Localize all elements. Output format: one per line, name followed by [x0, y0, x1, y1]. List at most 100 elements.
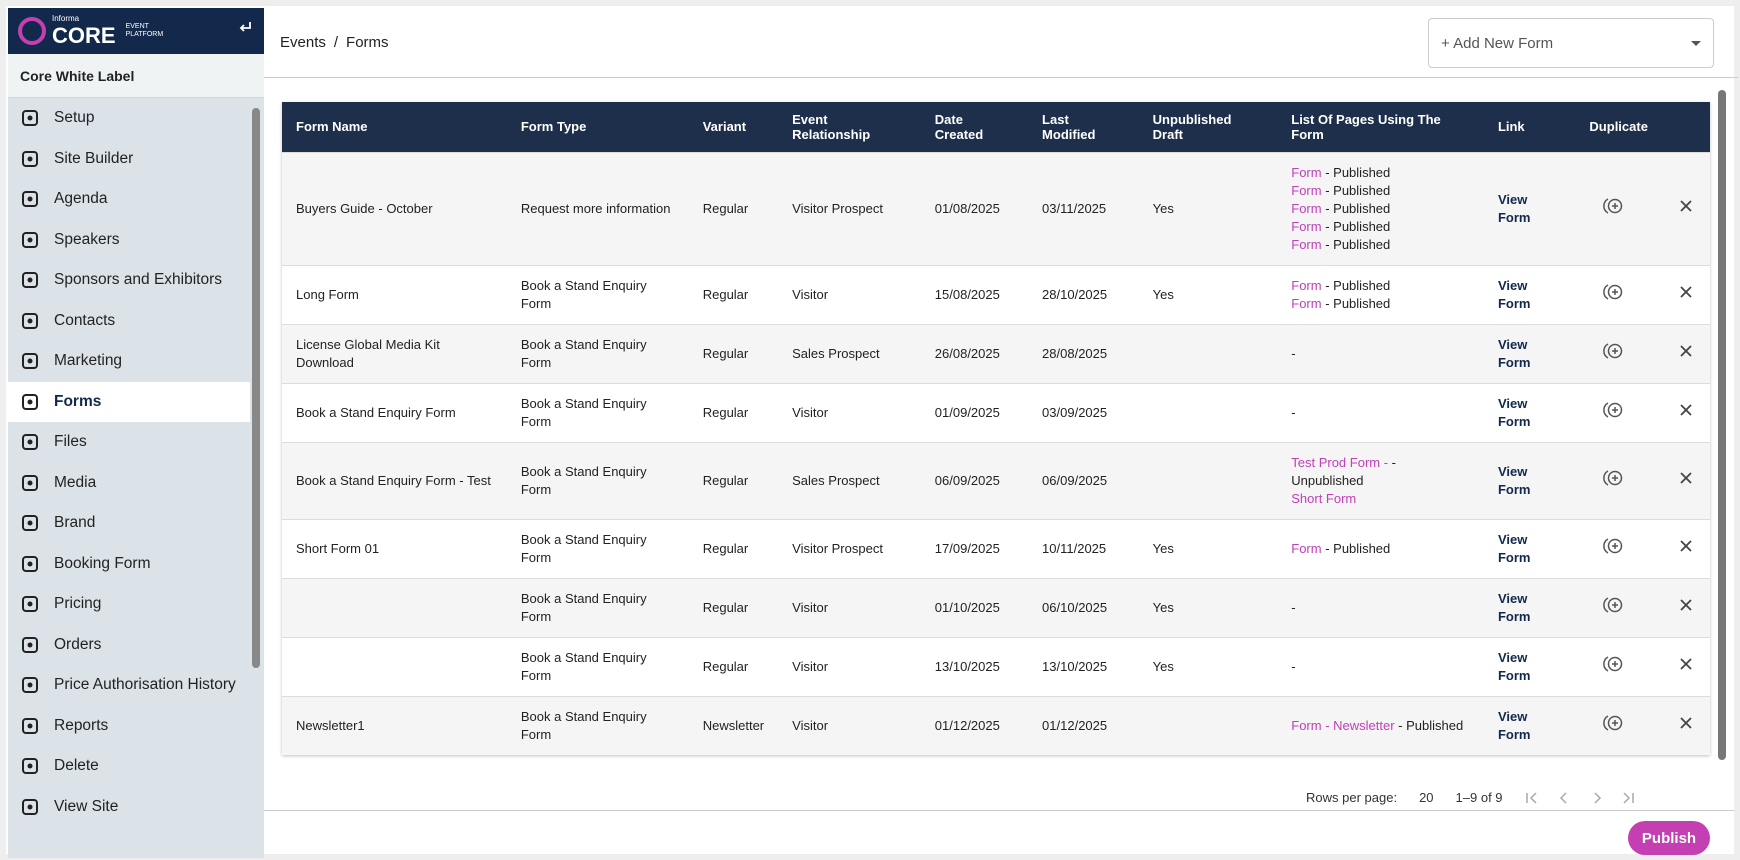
cell-draft: Yes — [1138, 518, 1278, 578]
cell-variant: Newsletter — [688, 695, 779, 755]
view-form-link[interactable]: View Form — [1497, 531, 1531, 565]
view-form-link[interactable]: View Form — [1497, 191, 1531, 225]
cell-created: 06/09/2025 — [920, 441, 1029, 519]
cell-relationship: Visitor — [778, 264, 921, 324]
workspace[interactable]: Core White Label — [8, 54, 264, 98]
pager-buttons[interactable] — [1525, 791, 1645, 805]
nav-item[interactable]: Pricing — [8, 584, 250, 625]
view-form-link[interactable]: View Form — [1497, 277, 1531, 311]
table-row: Book a Stand Enquiry Form Book a Stand En… — [282, 382, 1710, 442]
duplicate-icon[interactable] — [1603, 282, 1623, 302]
delete-icon[interactable] — [1676, 282, 1696, 302]
nav-label: Marketing — [54, 352, 123, 370]
page-status: - Published — [1398, 717, 1464, 733]
delete-icon[interactable] — [1676, 468, 1696, 488]
page-link[interactable]: Form — [1291, 277, 1322, 293]
nav-item[interactable]: Booking Form — [8, 544, 250, 585]
page-link[interactable]: Form — [1291, 164, 1322, 180]
delete-icon[interactable] — [1676, 654, 1696, 674]
brand-name: CORE — [52, 22, 116, 48]
nav-item[interactable]: Forms — [8, 381, 250, 422]
nav-item[interactable]: Site Builder — [8, 139, 250, 180]
cell-duplicate — [1575, 695, 1662, 755]
column-header: Link — [1483, 102, 1576, 152]
nav-item[interactable]: Reports — [8, 706, 250, 747]
page-entry: Form - Published — [1291, 277, 1470, 295]
brand-tag-2: PLATFORM — [125, 31, 164, 38]
page-link[interactable]: Form — [1291, 218, 1322, 234]
delete-icon[interactable] — [1676, 536, 1696, 556]
duplicate-icon[interactable] — [1603, 536, 1623, 556]
view-form-link[interactable]: View Form — [1497, 336, 1531, 370]
page-link[interactable]: Form — [1291, 182, 1322, 198]
page-status: - Published — [1325, 236, 1391, 252]
brand-tag: EVENT PLATFORM — [126, 23, 164, 39]
duplicate-icon[interactable] — [1603, 341, 1623, 361]
view-form-link[interactable]: View Form — [1497, 708, 1531, 742]
column-header: Date Created — [920, 102, 1029, 152]
page-entry: Test Prod Form - - Unpublished — [1291, 454, 1470, 490]
duplicate-icon[interactable] — [1603, 713, 1623, 733]
page-status: - Published — [1325, 200, 1391, 216]
nav-item[interactable]: Orders — [8, 625, 250, 666]
cell-pages: - — [1277, 577, 1484, 637]
publish-button[interactable]: Publish — [1628, 821, 1710, 855]
page-link[interactable]: Form - Newsletter — [1291, 717, 1395, 733]
nav-icon — [22, 717, 38, 734]
column-header: Form Name — [282, 102, 507, 152]
nav-icon — [22, 272, 38, 289]
cell-duplicate — [1575, 382, 1662, 442]
view-form-link[interactable]: View Form — [1497, 463, 1531, 497]
page-status: - Published — [1325, 182, 1391, 198]
nav-label: Delete — [54, 757, 99, 775]
cell-link: View Form — [1483, 695, 1576, 755]
nav-label: Setup — [54, 109, 95, 127]
nav-item[interactable]: Setup — [8, 98, 250, 139]
nav-item[interactable]: Media — [8, 463, 250, 504]
nav-item[interactable]: Files — [8, 422, 250, 463]
nav-label: Brand — [54, 514, 96, 532]
nav-item[interactable]: Delete — [8, 746, 250, 787]
nav-item[interactable]: Contacts — [8, 301, 250, 342]
duplicate-icon[interactable] — [1603, 654, 1623, 674]
page-link[interactable]: Form — [1291, 236, 1322, 252]
crumb[interactable]: Events — [280, 34, 326, 51]
delete-icon[interactable] — [1676, 341, 1696, 361]
page-entry: Form - Published — [1291, 164, 1470, 182]
nav-item[interactable]: Sponsors and Exhibitors — [8, 260, 250, 301]
nav-icon — [22, 150, 38, 167]
cell-link: View Form — [1483, 518, 1576, 578]
column-header: Variant — [688, 102, 779, 152]
cell-delete — [1661, 636, 1710, 696]
duplicate-icon[interactable] — [1603, 468, 1623, 488]
delete-icon[interactable] — [1676, 595, 1696, 615]
delete-icon[interactable] — [1676, 713, 1696, 733]
nav-label: Booking Form — [54, 554, 151, 572]
nav-item[interactable]: Speakers — [8, 220, 250, 261]
divider — [264, 810, 1734, 811]
nav-icon — [22, 231, 38, 248]
nav-item[interactable]: Agenda — [8, 179, 250, 220]
view-form-link[interactable]: View Form — [1497, 395, 1531, 429]
page-link[interactable]: Form — [1291, 295, 1322, 311]
duplicate-icon[interactable] — [1603, 400, 1623, 420]
nav-item[interactable]: Marketing — [8, 341, 250, 382]
duplicate-icon[interactable] — [1603, 196, 1623, 216]
page-link[interactable]: Test Prod Form - — [1291, 454, 1389, 470]
nav-item[interactable]: Brand — [8, 503, 250, 544]
cell-delete — [1661, 518, 1710, 578]
delete-icon[interactable] — [1676, 196, 1696, 216]
page-link[interactable]: Form — [1291, 200, 1322, 216]
duplicate-icon[interactable] — [1603, 595, 1623, 615]
view-form-link[interactable]: View Form — [1497, 649, 1531, 683]
collapse-icon[interactable] — [238, 20, 252, 34]
nav-item[interactable]: View Site — [8, 787, 250, 828]
add-form-select[interactable]: + Add New Form — [1428, 18, 1714, 68]
nav-item[interactable]: Price Authorisation History — [8, 665, 250, 706]
page-link[interactable]: Form — [1291, 540, 1322, 556]
delete-icon[interactable] — [1676, 400, 1696, 420]
rows-select[interactable]: 20 — [1419, 790, 1434, 805]
view-form-link[interactable]: View Form — [1497, 590, 1531, 624]
table-row: Book a Stand Enquiry Form Regular Visitor 1… — [282, 636, 1710, 696]
page-link[interactable]: Short Form — [1291, 490, 1357, 506]
